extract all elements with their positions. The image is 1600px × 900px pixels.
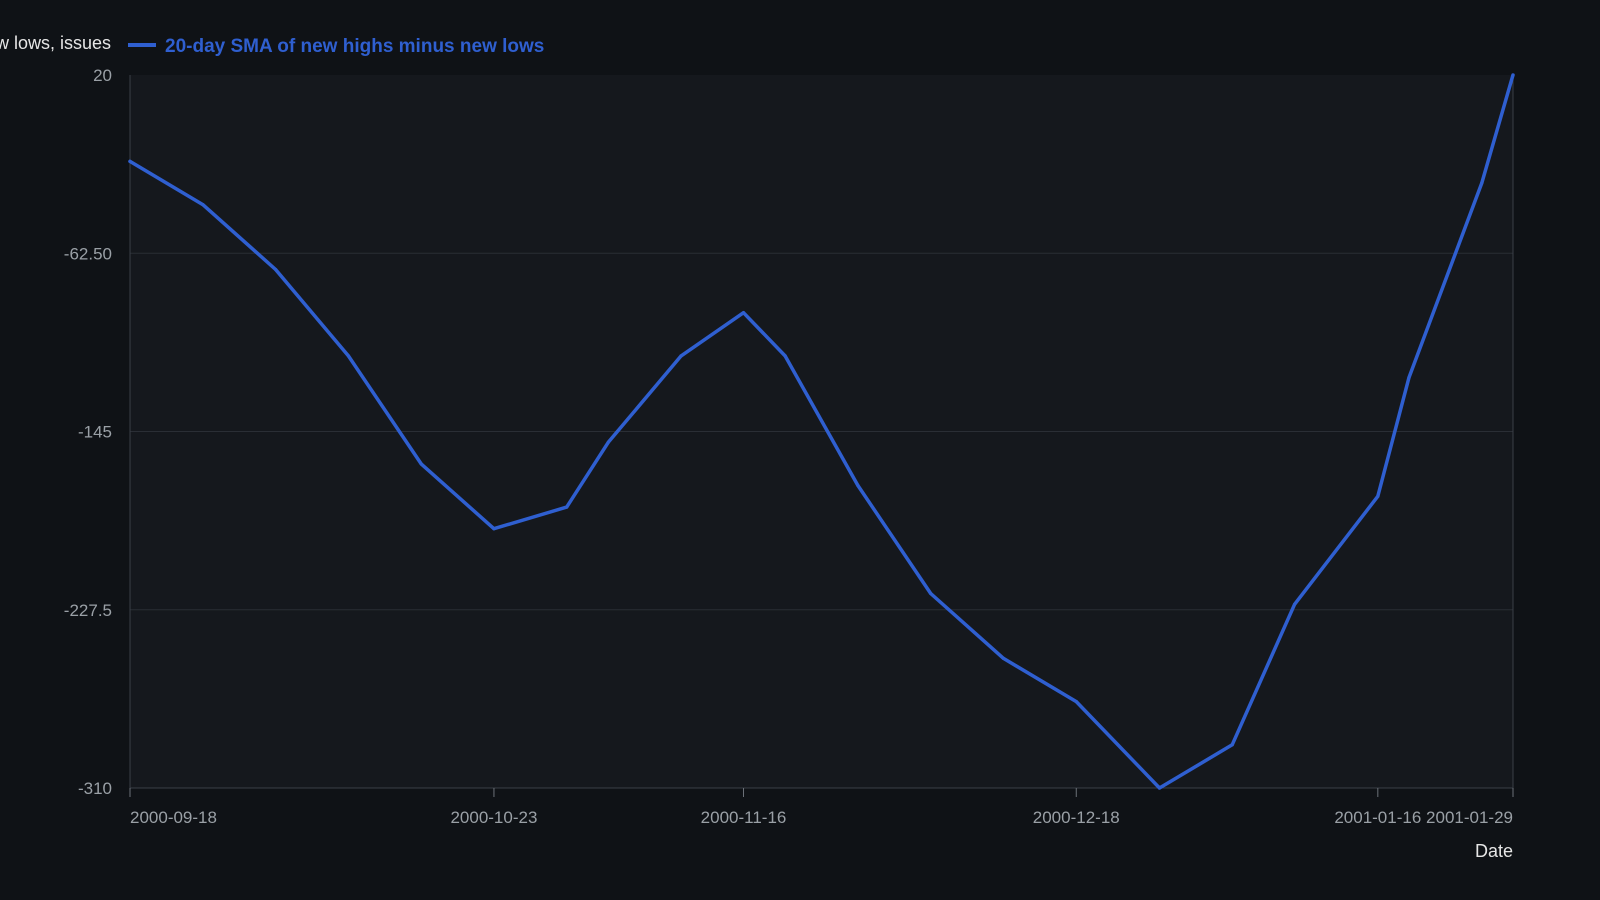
- data-point: [1001, 656, 1006, 661]
- y-tick-label: -310: [78, 779, 112, 798]
- data-point: [1376, 494, 1380, 498]
- y-tick-label: -145: [78, 423, 112, 442]
- y-tick-labels: 20 -62.50 -145 -227.5 -310: [64, 66, 112, 798]
- data-point: [1074, 700, 1078, 704]
- data-point: [346, 354, 350, 358]
- data-point: [741, 311, 746, 315]
- y-tick-label: 20: [93, 66, 112, 85]
- data-point: [856, 483, 860, 488]
- data-point: [929, 591, 933, 596]
- data-point: [128, 159, 132, 163]
- legend-label: 20-day SMA of new highs minus new lows: [165, 36, 544, 57]
- x-tick-label: 2001-01-29: [1426, 808, 1513, 827]
- x-tick-label: 2001-01-16: [1334, 808, 1421, 827]
- data-point: [679, 354, 683, 358]
- data-point: [1407, 375, 1411, 380]
- x-axis-title: Date: [1475, 841, 1513, 861]
- data-point: [1511, 73, 1515, 77]
- x-tick-label: 2000-12-18: [1033, 808, 1120, 827]
- x-tick-label: 2000-10-23: [450, 808, 537, 827]
- data-point: [606, 440, 610, 444]
- axes: [129, 75, 1514, 789]
- data-point: [565, 505, 569, 509]
- data-point: [1157, 786, 1162, 790]
- data-point: [274, 267, 278, 272]
- series-line: [128, 73, 1515, 790]
- y-tick-label: -62.50: [64, 244, 112, 263]
- data-point: [201, 203, 205, 207]
- data-point: [1293, 602, 1297, 606]
- y-tick-label: -227.5: [64, 601, 112, 620]
- x-tick-labels: 2000-09-18 2000-10-23 2000-11-16 2000-12-18…: [129, 788, 1514, 827]
- data-point: [1480, 181, 1484, 185]
- x-tick-label: 2000-11-16: [701, 808, 787, 827]
- legend: New highs minus new lows, issues 20-day …: [0, 33, 544, 57]
- series-group: [128, 73, 1515, 790]
- x-tick-label: 2000-09-18: [130, 808, 217, 827]
- data-point: [419, 462, 423, 466]
- grid-lines: [130, 252, 1513, 611]
- data-point: [1230, 743, 1234, 747]
- data-point: [492, 527, 496, 531]
- y-axis-title: New highs minus new lows, issues: [0, 33, 111, 53]
- data-point: [783, 354, 787, 358]
